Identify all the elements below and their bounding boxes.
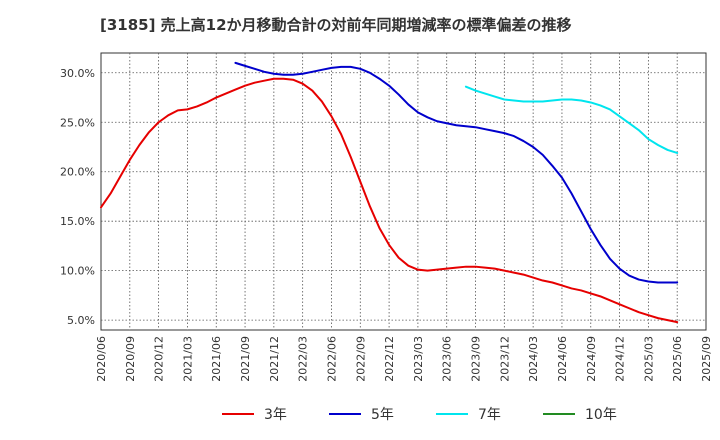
y-tick-label: 30.0% <box>60 67 95 80</box>
series-line-5年 <box>234 61 679 284</box>
legend-label: 3年 <box>264 407 287 423</box>
x-tick-label: 2021/09 <box>239 336 252 382</box>
series-lines <box>100 61 679 324</box>
x-tick-label: 2023/03 <box>412 336 425 382</box>
x-tick-label: 2023/12 <box>498 336 511 382</box>
x-tick-label: 2024/03 <box>527 336 540 382</box>
x-tick-label: 2020/09 <box>124 336 137 382</box>
x-tick-label: 2023/09 <box>470 336 483 382</box>
y-tick-label: 10.0% <box>60 265 95 278</box>
x-tick-label: 2025/09 <box>700 336 713 382</box>
x-tick-label: 2025/03 <box>642 336 655 382</box>
x-tick-label: 2022/06 <box>325 336 338 382</box>
x-tick-label: 2021/03 <box>181 336 194 382</box>
plot-area <box>100 52 707 331</box>
x-tick-label: 2020/06 <box>95 336 108 382</box>
series-line-7年 <box>464 85 679 154</box>
x-tick-label: 2024/06 <box>556 336 569 382</box>
y-axis-ticks: 5.0% 10.0% 15.0% 20.0% 25.0% 30.0% <box>60 67 95 327</box>
x-tick-label: 2024/09 <box>585 336 598 382</box>
x-tick-label: 2024/12 <box>614 336 627 382</box>
x-tick-label: 2021/06 <box>210 336 223 382</box>
legend-label: 10年 <box>585 407 617 423</box>
legend-label: 7年 <box>478 407 501 423</box>
legend-label: 5年 <box>371 407 394 423</box>
series-line-3年 <box>100 77 679 324</box>
x-tick-label: 2021/12 <box>268 336 281 382</box>
x-tick-label: 2022/03 <box>297 336 310 382</box>
x-tick-label: 2022/12 <box>383 336 396 382</box>
y-tick-label: 25.0% <box>60 116 95 129</box>
x-tick-label: 2022/09 <box>354 336 367 382</box>
x-axis-ticks: 2020/06 2020/09 2020/12 2021/03 2021/06 2021/… <box>95 336 713 382</box>
x-tick-label: 2020/12 <box>153 336 166 382</box>
x-tick-label: 2023/06 <box>441 336 454 382</box>
x-tick-label: 2025/06 <box>671 336 684 382</box>
y-tick-label: 5.0% <box>67 314 95 327</box>
y-tick-label: 15.0% <box>60 215 95 228</box>
chart-title: [3185] 売上高12か月移動合計の対前年同期増減率の標準偏差の推移 <box>100 16 572 34</box>
legend: 3年 5年 7年 10年 <box>222 407 617 423</box>
y-tick-label: 20.0% <box>60 166 95 179</box>
